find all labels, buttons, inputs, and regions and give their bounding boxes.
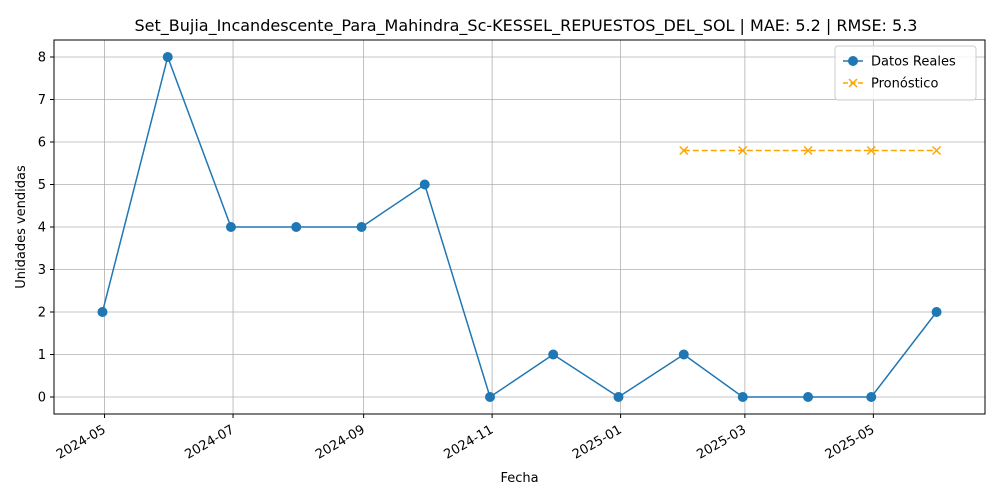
data-point	[848, 56, 858, 66]
y-tick-label: 5	[38, 178, 46, 193]
y-tick-label: 0	[38, 391, 46, 406]
legend-item-pronostico: Pronóstico	[843, 77, 938, 92]
legend-label: Datos Reales	[871, 55, 956, 70]
x-tick-label: 2024-07	[182, 422, 237, 462]
x-tick-label: 2025-01	[570, 422, 625, 462]
data-point	[803, 145, 813, 156]
legend-box	[834, 45, 977, 101]
y-tick-label: 8	[38, 51, 46, 66]
marker-stroke	[848, 78, 858, 88]
legend: Datos Reales Pronóstico	[834, 45, 977, 101]
data-point	[419, 179, 430, 190]
data-point	[485, 392, 496, 402]
data-point	[548, 349, 559, 360]
y-axis-label: Unidades vendidas	[14, 165, 29, 289]
marker-stroke	[932, 145, 942, 156]
x-axis-label: Fecha	[500, 471, 538, 486]
data-point	[866, 145, 876, 156]
data-point	[737, 392, 748, 402]
y-tick-label: 3	[38, 263, 46, 278]
series-line	[101, 54, 938, 399]
data-point	[356, 222, 367, 232]
data-point	[848, 78, 858, 88]
x-tick-label: 2024-11	[442, 422, 497, 462]
data-point	[225, 222, 236, 232]
x-tick-label: 2025-05	[823, 422, 878, 462]
series-datos-reales	[97, 52, 942, 402]
data-point	[931, 307, 942, 317]
data-point	[162, 52, 173, 62]
legend-item-datos-reales: Datos Reales	[843, 55, 956, 70]
x-tick-label: 2024-09	[313, 422, 368, 462]
data-point	[613, 392, 624, 402]
legend-label: Pronóstico	[871, 77, 938, 92]
y-tick-label: 2	[38, 306, 46, 321]
data-point	[291, 222, 302, 232]
x-tick-label: 2024-05	[54, 422, 109, 462]
y-tick-label: 6	[38, 136, 46, 151]
series-layer	[97, 52, 942, 402]
x-tick-label: 2025-03	[694, 422, 749, 462]
data-point	[97, 307, 108, 317]
data-point	[738, 145, 748, 156]
marker-stroke	[738, 145, 748, 156]
y-tick-label: 7	[38, 93, 46, 108]
plot-frame	[53, 39, 986, 415]
data-point	[678, 349, 689, 360]
data-point	[679, 145, 689, 156]
y-tick-label: 1	[38, 348, 46, 363]
series-pronostico	[679, 145, 942, 156]
x-axis-ticks: 2024-05 2024-07 2024-09 2024-11 2025-01 2025-…	[54, 414, 877, 463]
y-tick-label: 4	[38, 221, 46, 236]
chart-title: Set_Bujia_Incandescente_Para_Mahindra_Sc…	[135, 16, 918, 36]
grid	[54, 40, 985, 414]
marker-stroke	[803, 145, 813, 156]
marker-stroke	[679, 145, 689, 156]
data-point	[932, 145, 942, 156]
data-point	[803, 392, 814, 402]
data-point	[866, 392, 877, 402]
marker-stroke	[866, 145, 876, 156]
y-axis-ticks: 0 1 2 3 4 5 6 7 8	[38, 51, 54, 406]
